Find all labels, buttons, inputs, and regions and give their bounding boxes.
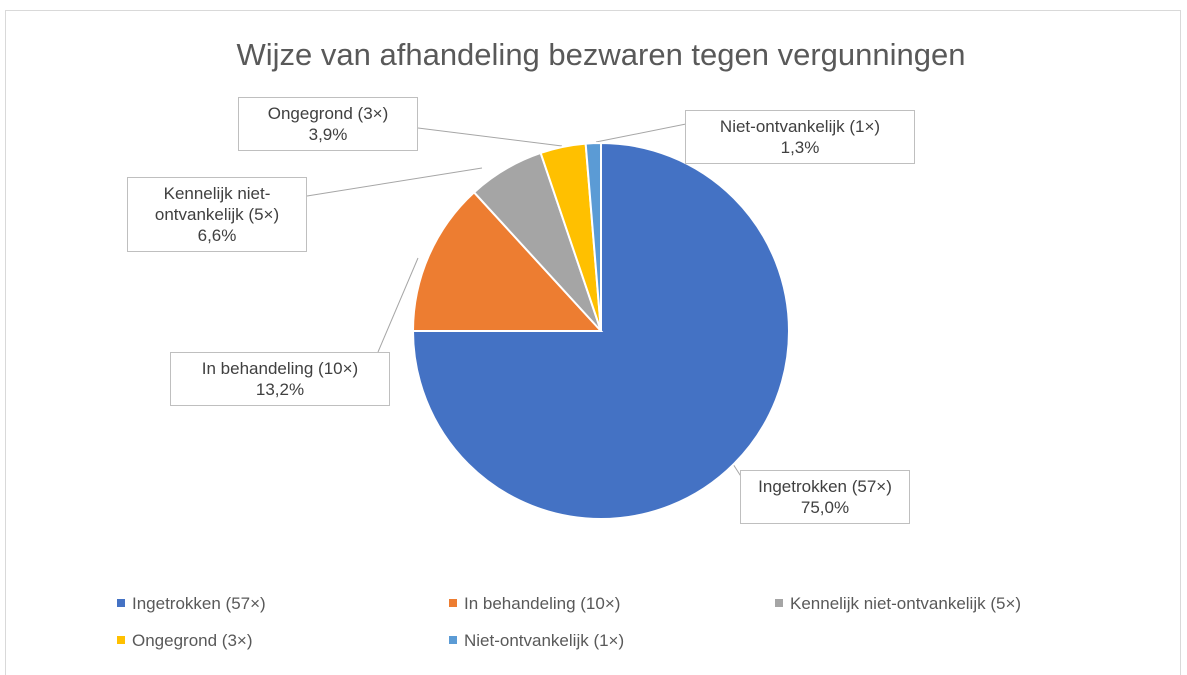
legend-item: In behandeling (10×) <box>449 594 620 614</box>
data-label-value: 13,2% <box>255 380 305 399</box>
data-label: Kennelijk niet-ontvankelijk (5×) 6,6% <box>127 177 307 252</box>
legend-label: Ingetrokken (57×) <box>132 594 266 613</box>
leader-line <box>377 257 419 353</box>
leader-line <box>595 123 687 143</box>
legend-item: Ongegrond (3×) <box>117 631 253 651</box>
data-label-name: Kennelijk niet-ontvankelijk (5×) <box>154 184 280 224</box>
legend-label: Niet-ontvankelijk (1×) <box>464 631 625 650</box>
data-label-value: 1,3% <box>780 138 820 157</box>
data-label-name: In behandeling (10×) <box>201 359 359 378</box>
data-label: Ongegrond (3×) 3,9% <box>238 97 418 151</box>
data-label-value: 75,0% <box>800 498 850 517</box>
chart-title: Wijze van afhandeling bezwaren tegen ver… <box>237 37 966 72</box>
data-label: In behandeling (10×) 13,2% <box>170 352 390 406</box>
data-label-value: 6,6% <box>197 226 237 245</box>
legend-label: Ongegrond (3×) <box>132 631 253 650</box>
legend-item: Niet-ontvankelijk (1×) <box>449 631 624 651</box>
legend-swatch <box>117 599 125 607</box>
leader-line <box>306 167 483 197</box>
legend-label: Kennelijk niet-ontvankelijk (5×) <box>790 594 1022 613</box>
legend-swatch <box>449 599 457 607</box>
pie-slice <box>411 190 604 332</box>
data-label-value: 3,9% <box>308 125 348 144</box>
data-label-name: Ingetrokken (57×) <box>758 477 892 496</box>
legend-swatch <box>117 636 125 644</box>
data-label-name: Niet-ontvankelijk (1×) <box>719 117 881 136</box>
legend-label: In behandeling (10×) <box>464 594 621 613</box>
legend-item: Kennelijk niet-ontvankelijk (5×) <box>775 594 1021 614</box>
data-label-name: Ongegrond (3×) <box>267 104 389 123</box>
chart-frame <box>5 10 1181 675</box>
legend-item: Ingetrokken (57×) <box>117 594 266 614</box>
legend-swatch <box>449 636 457 644</box>
leader-line <box>417 127 563 147</box>
pie-slice <box>584 141 602 332</box>
legend-swatch <box>775 599 783 607</box>
data-label: Niet-ontvankelijk (1×) 1,3% <box>685 110 915 164</box>
data-label: Ingetrokken (57×) 75,0% <box>740 470 910 524</box>
